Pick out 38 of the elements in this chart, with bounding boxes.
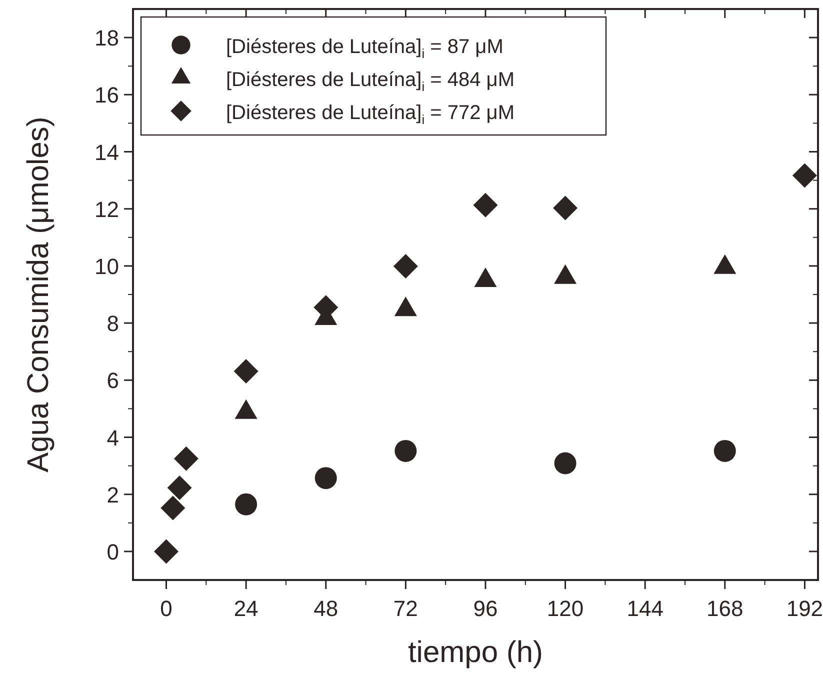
point xyxy=(554,452,576,474)
y-tick-label: 12 xyxy=(94,196,119,222)
point xyxy=(160,496,186,520)
y-tick-label: 14 xyxy=(94,140,119,165)
x-tick-label: 48 xyxy=(314,596,338,621)
x-tick-label: 72 xyxy=(393,596,418,621)
x-tick-label: 96 xyxy=(473,596,498,621)
point xyxy=(235,493,258,516)
x-tick-label: 168 xyxy=(706,596,744,621)
legend-label: [Diésteres de Luteína]$_{i}$ = 772 μM xyxy=(226,102,514,127)
y-tick-label: 2 xyxy=(106,482,119,508)
y-tick-label: 16 xyxy=(94,82,119,108)
y-tick-label: 8 xyxy=(106,311,119,336)
point xyxy=(174,446,198,471)
y-tick-label: 10 xyxy=(94,254,119,279)
y-tick-label: 6 xyxy=(106,368,119,394)
legend-label: [Diésteres de Luteína]$_{i}$ = 87 μM xyxy=(226,36,504,61)
y-tick-label: 0 xyxy=(106,539,119,564)
point xyxy=(553,196,578,220)
x-axis-title: tiempo (h) xyxy=(408,636,544,669)
x-tick-label: 0 xyxy=(160,596,172,621)
point xyxy=(167,476,192,500)
x-tick-label: 120 xyxy=(546,596,584,621)
y-axis-title: Agua Consumida (μmoles) xyxy=(22,116,55,472)
legend-label: [Diésteres de Luteína]$_{i}$ = 484 μM xyxy=(226,69,514,94)
point xyxy=(394,440,417,462)
point xyxy=(234,359,258,384)
point xyxy=(314,467,337,490)
x-tick-label: 144 xyxy=(626,596,664,621)
point xyxy=(393,254,418,278)
x-tick-label: 24 xyxy=(234,596,258,621)
x-tick-label: 192 xyxy=(786,596,823,621)
point xyxy=(473,192,498,218)
point xyxy=(154,539,178,564)
point xyxy=(714,440,736,462)
y-tick-label: 18 xyxy=(94,26,119,51)
y-tick-label: 4 xyxy=(106,425,119,450)
point xyxy=(792,163,817,188)
